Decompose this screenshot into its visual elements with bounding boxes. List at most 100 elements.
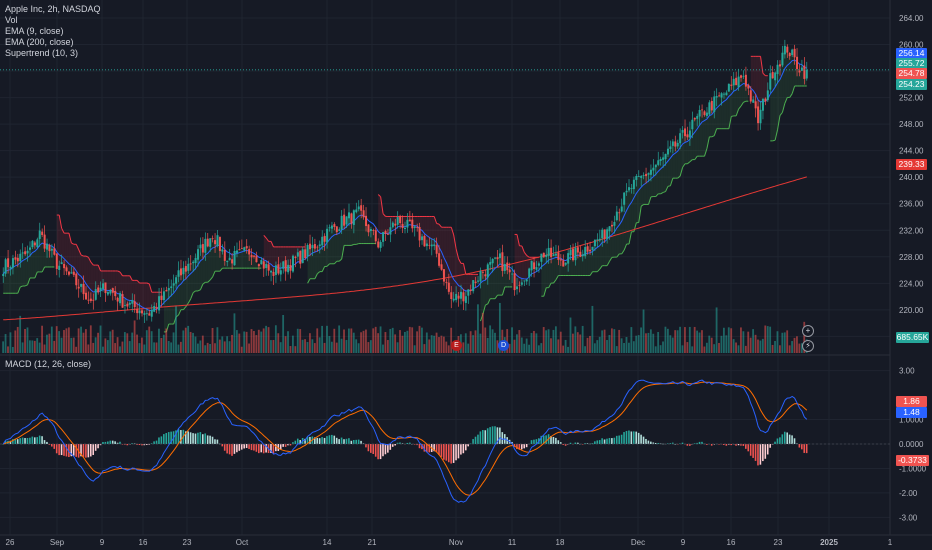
macd-histogram-bar xyxy=(391,444,394,447)
price-tick-label: 224.00 xyxy=(899,279,924,288)
volume-bar xyxy=(46,334,48,353)
volume-bar xyxy=(569,317,572,353)
candle-body xyxy=(199,244,202,249)
time-tick-label: 9 xyxy=(100,538,105,547)
volume-bar xyxy=(143,344,146,353)
supertrend-fill xyxy=(127,275,130,307)
supertrend-fill xyxy=(251,256,255,269)
macd-histogram-bar xyxy=(455,444,457,461)
supertrend-fill xyxy=(146,283,150,316)
earnings-icon[interactable]: E xyxy=(451,340,462,351)
volume-bar xyxy=(520,337,523,353)
candle-body xyxy=(221,249,224,252)
macd-histogram-bar xyxy=(352,440,355,444)
volume-bar xyxy=(313,343,316,353)
supertrend-line xyxy=(660,192,664,195)
candle-body xyxy=(316,246,319,248)
volume-bar xyxy=(418,325,421,353)
macd-histogram-bar xyxy=(552,436,555,444)
volume-bar xyxy=(128,341,131,353)
candle-body xyxy=(662,157,665,160)
supertrend-fill xyxy=(448,227,452,300)
candle-body xyxy=(618,212,621,214)
price-tick-label: 252.00 xyxy=(899,94,924,103)
supertrend-line xyxy=(183,306,187,310)
macd-histogram-bar xyxy=(233,444,236,454)
supertrend-fill xyxy=(363,217,367,244)
candle-body xyxy=(360,205,363,211)
volume-bar xyxy=(486,337,489,353)
time-tick-label: 23 xyxy=(183,538,192,547)
volume-bar xyxy=(2,341,5,353)
candle-body xyxy=(774,72,777,81)
volume-bar xyxy=(586,337,589,353)
supertrend-fill xyxy=(797,69,800,86)
candle-body xyxy=(479,271,482,282)
supertrend-line xyxy=(148,283,153,293)
supertrend-fill xyxy=(387,216,391,235)
macd-histogram-bar xyxy=(555,437,557,444)
macd-histogram-bar xyxy=(367,444,370,452)
volume-bar xyxy=(440,335,443,353)
macd-histogram-bar xyxy=(620,434,623,444)
macd-histogram-bar xyxy=(406,442,409,444)
macd-histogram-bar xyxy=(469,443,472,445)
macd-histogram-bar xyxy=(221,444,224,447)
macd-histogram-bar xyxy=(294,440,297,444)
candle-body xyxy=(211,238,214,240)
volume-bar xyxy=(652,333,655,353)
dividend-icon[interactable]: D xyxy=(498,340,509,351)
supertrend-fill xyxy=(405,216,408,229)
macd-histogram-bar xyxy=(654,442,657,444)
macd-histogram-bar xyxy=(382,444,384,457)
candle-body xyxy=(671,141,674,146)
supertrend-fill xyxy=(653,164,656,197)
supertrend-line xyxy=(682,163,686,168)
candle-body xyxy=(277,264,280,274)
candle-body xyxy=(2,274,5,277)
candle-body xyxy=(53,248,56,255)
candle-body xyxy=(11,258,14,268)
supertrend-line xyxy=(314,273,318,279)
volume-bar xyxy=(562,345,565,353)
macd-histogram-bar xyxy=(158,437,160,444)
volume-bar xyxy=(591,305,594,353)
macd-histogram-bar xyxy=(365,444,367,448)
volume-bar xyxy=(321,325,324,353)
volume-bar xyxy=(701,330,703,353)
candle-body xyxy=(557,252,560,260)
flash-icon[interactable]: ⚡ xyxy=(802,340,814,352)
macd-histogram-bar xyxy=(87,444,90,458)
candle-body xyxy=(399,215,402,224)
plus-icon[interactable]: + xyxy=(802,325,814,337)
supertrend-fill xyxy=(745,86,749,102)
macd-histogram-bar xyxy=(189,432,192,444)
supertrend-line xyxy=(774,129,779,141)
macd-histogram-bar xyxy=(457,444,460,459)
macd-histogram-bar xyxy=(783,431,786,444)
volume-bar xyxy=(365,329,367,353)
volume-bar xyxy=(669,335,672,353)
volume-bar xyxy=(545,330,548,353)
volume-bar xyxy=(401,335,404,353)
macd-histogram-bar xyxy=(326,436,328,444)
supertrend-fill xyxy=(329,225,332,264)
supertrend-line xyxy=(17,286,21,294)
candle-body xyxy=(516,286,519,290)
supertrend-fill xyxy=(154,292,157,309)
macd-histogram-bar xyxy=(384,444,387,455)
supertrend-line xyxy=(621,249,625,255)
candle-body xyxy=(778,64,781,67)
volume-bar xyxy=(72,337,75,353)
candle-body xyxy=(744,74,747,87)
macd-histogram-bar xyxy=(53,444,56,449)
supertrend-fill xyxy=(517,234,520,287)
volume-bar xyxy=(65,328,68,353)
candle-body xyxy=(94,289,97,300)
candle-body xyxy=(486,264,489,278)
volume-bar xyxy=(384,332,387,353)
candle-body xyxy=(567,253,570,264)
supertrend-fill xyxy=(619,206,622,254)
macd-histogram-bar xyxy=(477,434,479,444)
